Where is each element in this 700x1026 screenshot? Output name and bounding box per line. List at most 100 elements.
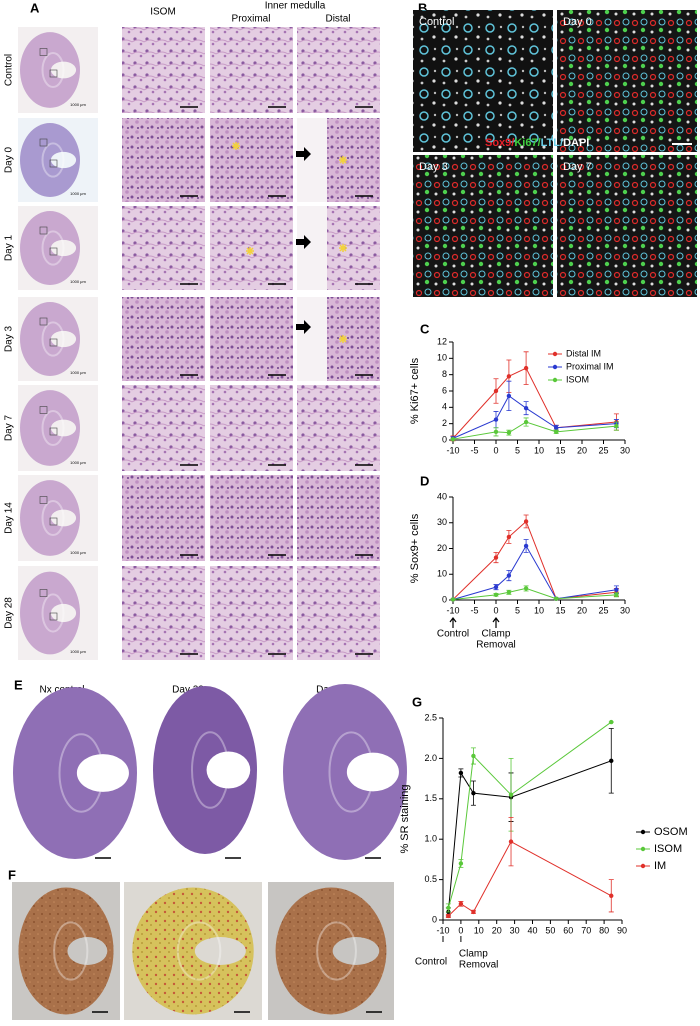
asterisk xyxy=(339,335,347,343)
arrow xyxy=(296,235,311,249)
legend-marker xyxy=(552,377,558,383)
y-tick-label: 0.5 xyxy=(424,874,437,884)
kidney-hilum xyxy=(76,754,129,792)
arrow xyxy=(296,320,311,334)
region-box xyxy=(39,48,48,56)
series-line xyxy=(452,395,617,439)
y-tick-label: 10 xyxy=(437,353,447,363)
scale-label: 1000 μm xyxy=(70,370,86,375)
series-line xyxy=(452,421,617,440)
scale-label: 1000 μm xyxy=(70,550,86,555)
scale-label: 1000 μm xyxy=(70,649,86,654)
y-axis-label: % Ki67+ cells xyxy=(409,357,421,424)
data-point xyxy=(554,425,559,430)
series-line xyxy=(452,587,617,600)
kidney-medulla xyxy=(316,921,357,981)
asterisk xyxy=(232,142,240,150)
histology-image xyxy=(297,475,380,561)
region-box xyxy=(49,517,58,526)
data-point xyxy=(523,586,529,591)
x-tick-label: 20 xyxy=(577,605,587,615)
annotation-arrow xyxy=(449,617,457,628)
column-header: Distal xyxy=(325,14,350,25)
panel-label: E xyxy=(14,677,23,692)
region-box xyxy=(39,406,48,414)
x-tick-label: 0 xyxy=(493,445,498,455)
legend-marker xyxy=(640,829,646,835)
data-point xyxy=(614,423,619,429)
kidney-hilum xyxy=(346,752,399,792)
data-point xyxy=(554,596,559,601)
data-point xyxy=(458,770,464,776)
data-point xyxy=(508,839,514,844)
data-point xyxy=(506,374,512,379)
data-point xyxy=(609,719,614,725)
region-box xyxy=(39,317,48,326)
histology-image xyxy=(122,475,205,561)
histology-image xyxy=(210,385,293,471)
panel-label: G xyxy=(412,694,422,709)
image-label: Control xyxy=(419,16,454,28)
x-tick-label: -5 xyxy=(470,605,478,615)
asterisk xyxy=(339,244,347,252)
asterisk xyxy=(339,156,347,164)
kidney-medulla xyxy=(41,593,65,633)
image-label: Day 0 xyxy=(563,16,592,28)
data-point xyxy=(614,587,619,592)
kidney-medulla xyxy=(191,731,230,809)
x-tick-label: 80 xyxy=(599,925,609,935)
kidney-medulla xyxy=(328,731,374,813)
histology-image xyxy=(122,385,205,471)
histology-image xyxy=(210,27,293,113)
histology-image xyxy=(210,206,293,290)
kidney-section xyxy=(283,684,407,860)
column-header: Proximal xyxy=(232,14,271,25)
stain-legend: Sox9/Ki67/LTL/DAPI xyxy=(485,137,589,149)
scale-label: 1000 μm xyxy=(70,460,86,465)
x-tick-label: 70 xyxy=(581,925,591,935)
arrow xyxy=(296,147,311,161)
kidney-section xyxy=(275,887,387,1015)
annotation: Removal xyxy=(459,960,498,971)
x-tick-label: 0 xyxy=(458,925,463,935)
fluorescence-image xyxy=(557,155,697,297)
annotation-arrow xyxy=(492,617,500,628)
data-point xyxy=(471,790,476,796)
scale-label: 1000 μm xyxy=(70,191,86,196)
legend-label: IM xyxy=(654,860,666,872)
kidney-hilum xyxy=(206,751,251,789)
data-point xyxy=(493,555,499,560)
legend-marker xyxy=(640,863,646,869)
scale-label: 1000 μm xyxy=(70,102,86,107)
legend-label: ISOM xyxy=(654,843,682,855)
data-point xyxy=(508,792,514,797)
asterisk xyxy=(246,247,254,255)
kidney-medulla xyxy=(176,921,222,981)
y-tick-label: 0 xyxy=(442,594,447,604)
kidney-medulla xyxy=(41,499,65,537)
column-header: ISOM xyxy=(150,7,176,18)
image-label: Day 3 xyxy=(419,161,448,173)
kidney-hilum xyxy=(67,937,108,965)
scale-label: 1000 μm xyxy=(70,279,86,284)
series-line xyxy=(448,840,612,917)
histology-image xyxy=(122,566,205,660)
x-tick-label: -10 xyxy=(446,605,459,615)
y-tick-label: 0 xyxy=(432,914,437,924)
histology-image xyxy=(297,566,380,660)
region-box xyxy=(49,69,58,78)
data-point xyxy=(493,429,499,435)
data-point xyxy=(554,429,559,435)
region-box xyxy=(49,427,58,436)
row-label: Control xyxy=(4,54,15,86)
kidney-section xyxy=(13,687,137,859)
y-tick-label: 30 xyxy=(437,517,447,527)
y-tick-label: 1.5 xyxy=(424,793,437,803)
kidney-hilum xyxy=(194,937,246,965)
series-line xyxy=(452,544,617,600)
region-box xyxy=(49,338,58,347)
histology-image xyxy=(122,297,205,381)
data-point xyxy=(614,592,619,598)
column-group-header: Inner medulla xyxy=(265,1,326,12)
y-tick-label: 12 xyxy=(437,336,447,346)
